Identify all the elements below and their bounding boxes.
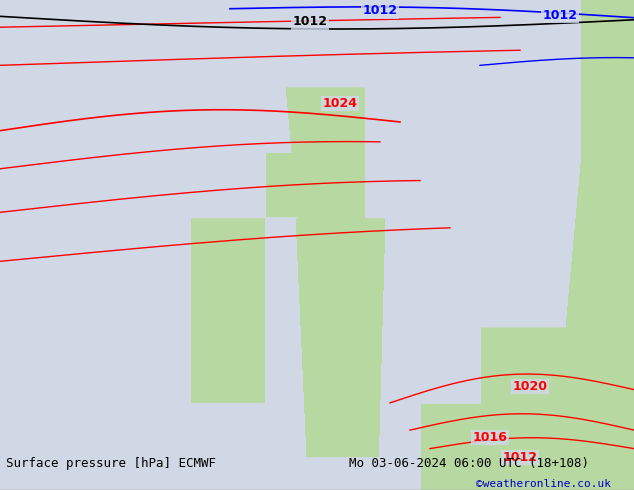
Text: 1016: 1016: [472, 431, 507, 444]
Text: 1012: 1012: [292, 15, 328, 28]
Text: 1024: 1024: [323, 97, 358, 110]
Text: ©weatheronline.co.uk: ©weatheronline.co.uk: [476, 479, 611, 489]
Text: Surface pressure [hPa] ECMWF: Surface pressure [hPa] ECMWF: [6, 457, 216, 470]
Text: 1020: 1020: [512, 380, 548, 393]
Text: 1012: 1012: [543, 9, 578, 22]
Text: 1012: 1012: [503, 451, 538, 464]
Text: Mo 03-06-2024 06:00 UTC (18+108): Mo 03-06-2024 06:00 UTC (18+108): [349, 457, 589, 470]
Text: 1012: 1012: [363, 4, 398, 17]
